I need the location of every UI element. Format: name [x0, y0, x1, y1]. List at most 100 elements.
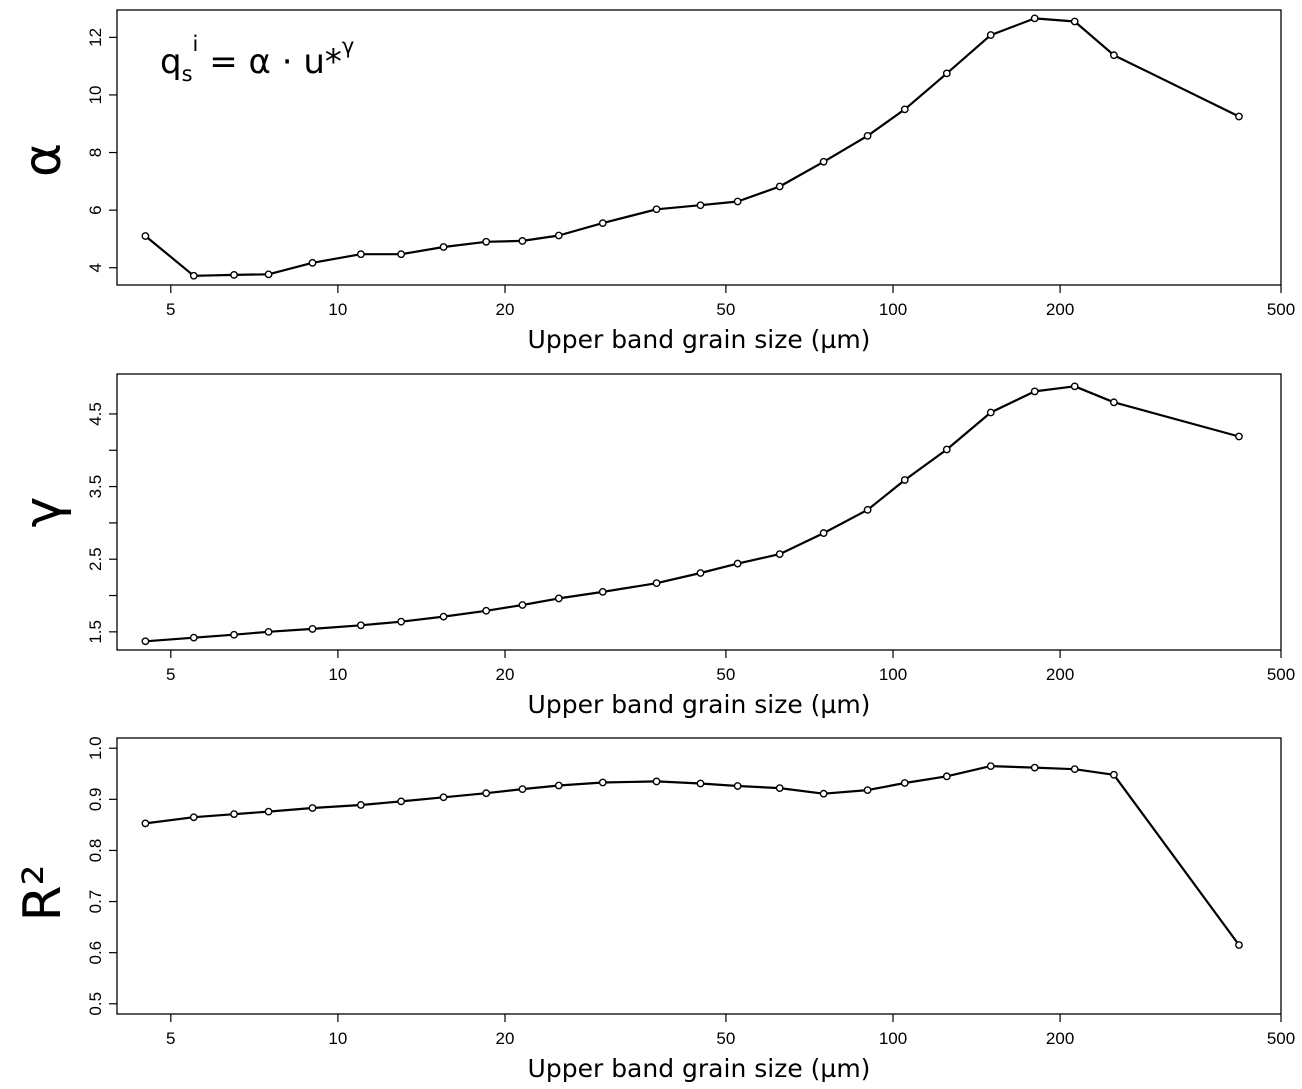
equation-sup: i	[193, 32, 199, 56]
gamma-data-point	[775, 550, 784, 559]
r2-data-point	[308, 804, 317, 812]
alpha-data-point	[308, 258, 317, 267]
gamma-data-point	[1070, 382, 1079, 391]
alpha-data-point	[696, 201, 705, 210]
r2-x-tick-label: 20	[496, 1029, 515, 1048]
alpha-data-point	[189, 271, 198, 280]
r2-data-point	[775, 784, 784, 792]
r2-y-axis-label: R²	[13, 865, 73, 922]
alpha-data-point	[863, 131, 872, 140]
r2-x-tick-label: 500	[1267, 1029, 1295, 1048]
alpha-x-tick-label: 5	[166, 300, 175, 319]
r2-data-point	[942, 772, 951, 781]
alpha-data-point	[141, 232, 150, 240]
gamma-y-axis-label: γ	[13, 497, 73, 528]
gamma-series-line	[145, 385, 1240, 643]
gamma-data-point	[900, 476, 909, 484]
alpha-data-point	[775, 182, 784, 191]
gamma-y-tick-label: 3.5	[86, 475, 105, 499]
alpha-data-point	[900, 105, 909, 114]
gamma-data-point	[1030, 387, 1039, 396]
gamma-data-point	[1235, 432, 1243, 441]
alpha-x-tick-label: 20	[496, 300, 515, 319]
gamma-y-tick-label: 2.5	[86, 547, 105, 571]
r2-data-point	[356, 801, 365, 809]
gamma-x-tick-label: 20	[496, 665, 515, 684]
gamma-x-tick-label: 200	[1046, 665, 1074, 684]
alpha-data-point	[652, 205, 661, 214]
alpha-x-tick-label: 10	[328, 300, 347, 319]
r2-data-point	[1070, 765, 1079, 774]
equation-annotation: qsi = α · u*γ	[160, 32, 354, 86]
gamma-y-tick-label: 4.5	[86, 402, 105, 426]
gamma-x-axis-label: Upper band grain size (µm)	[528, 690, 871, 719]
gamma-data-point	[141, 637, 150, 646]
alpha-y-axis-label: α	[13, 143, 73, 177]
r2-x-tick-label: 200	[1046, 1029, 1074, 1048]
gamma-data-point	[819, 529, 828, 537]
gamma-data-point	[1109, 398, 1118, 407]
gamma-data-point	[554, 594, 563, 603]
r2-data-point	[1030, 763, 1039, 772]
r2-y-tick-label: 0.7	[86, 890, 105, 914]
gamma-data-point	[652, 579, 661, 588]
r2-data-point	[819, 789, 828, 798]
r2-data-point	[863, 786, 872, 795]
gamma-plot-frame	[116, 373, 1282, 651]
r2-data-point	[1109, 770, 1118, 779]
equation-mid: = α · u*	[198, 42, 342, 82]
alpha-x-tick-label: 500	[1267, 300, 1295, 319]
gamma-data-point	[189, 633, 198, 642]
alpha-data-point	[230, 271, 238, 279]
gamma-data-point	[518, 601, 527, 609]
alpha-data-point	[1030, 14, 1039, 23]
alpha-data-point	[733, 197, 742, 206]
gamma-x-tick-label: 500	[1267, 665, 1295, 684]
equation-base: q	[160, 42, 182, 82]
r2-data-point	[986, 762, 995, 771]
gamma-y-tick-label: 1.5	[86, 620, 105, 644]
alpha-data-point	[439, 243, 448, 251]
gamma-panel: 5 10 20 50 100 200 500 1.5 2.5 3.5 4.5 Upper band g…	[13, 373, 1295, 719]
alpha-data-point	[554, 231, 563, 240]
r2-data-point	[554, 781, 563, 790]
alpha-data-point	[518, 237, 527, 245]
gamma-data-point	[986, 408, 995, 417]
r2-data-point	[230, 810, 238, 819]
alpha-data-point	[1235, 112, 1243, 121]
r2-y-tick-label: 0.9	[86, 788, 105, 812]
alpha-x-tick-label: 200	[1046, 300, 1074, 319]
r2-data-point	[189, 813, 198, 822]
alpha-panel: 5 10 20 50 100 200 500 4 6 8 10 12 Upper band grain …	[13, 9, 1295, 354]
r2-data-point	[900, 779, 909, 787]
r2-x-axis-label: Upper band grain size (µm)	[528, 1054, 871, 1083]
gamma-data-point	[397, 617, 406, 626]
gamma-data-point	[696, 569, 705, 577]
alpha-y-tick-label: 12	[86, 28, 105, 47]
alpha-data-point	[819, 157, 828, 166]
gamma-data-point	[733, 559, 742, 568]
r2-data-point	[518, 785, 527, 794]
r2-x-tick-label: 50	[716, 1029, 735, 1048]
equation-exp: γ	[342, 34, 354, 58]
r2-data-point	[733, 782, 742, 790]
r2-y-tick-label: 1.0	[86, 736, 105, 760]
r2-y-tick-label: 0.5	[86, 992, 105, 1016]
alpha-x-tick-label: 50	[716, 300, 735, 319]
r2-data-point	[598, 778, 607, 787]
r2-panel: 5 10 20 50 100 200 500 0.5 0.6 0.7 0.8 0.9 1.0 Upper …	[13, 736, 1295, 1083]
alpha-data-point	[1070, 17, 1079, 26]
r2-data-point	[482, 789, 491, 798]
r2-data-point	[397, 797, 406, 806]
gamma-data-point	[439, 612, 448, 621]
alpha-data-point	[356, 250, 365, 259]
r2-data-point	[696, 779, 705, 788]
gamma-x-tick-label: 100	[879, 665, 907, 684]
alpha-y-tick-label: 10	[86, 85, 105, 104]
r2-x-tick-label: 5	[166, 1029, 175, 1048]
alpha-data-point	[1109, 51, 1118, 60]
alpha-data-point	[264, 270, 273, 279]
gamma-x-tick-label: 50	[716, 665, 735, 684]
r2-series-line	[145, 764, 1240, 946]
gamma-data-point	[308, 625, 317, 633]
